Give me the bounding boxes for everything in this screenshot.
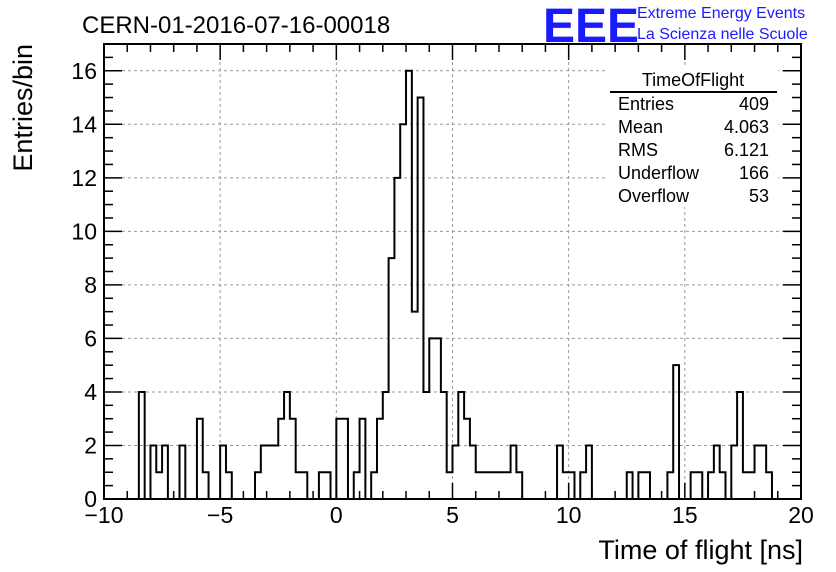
stats-label-overflow: Overflow [618,186,690,206]
y-tick-label: 10 [71,218,97,244]
axis-ticks [103,43,802,500]
x-tick-label: 5 [446,502,459,528]
stats-label-rms: RMS [618,140,658,160]
x-tick-labels: −10 −5 0 5 10 15 20 [84,502,813,528]
x-tick-label: −10 [84,502,123,528]
x-tick-label: −5 [207,502,233,528]
stats-value-entries: 409 [739,94,769,114]
stats-value-rms: 6.121 [724,140,769,160]
eee-logo-line1: Extreme Energy Events [637,5,805,22]
y-tick-label: 16 [71,58,97,84]
y-tick-label: 14 [71,111,97,137]
y-tick-label: 6 [84,325,97,351]
y-tick-label: 2 [84,432,97,458]
eee-logo-text: EEE [543,0,639,53]
eee-logo: EEE Extreme Energy Events La Scienza nel… [543,0,808,53]
y-tick-label: 8 [84,272,97,298]
y-tick-labels: 0 2 4 6 8 10 12 14 16 [71,58,97,512]
y-axis-label: Entries/bin [8,44,38,172]
stats-box-title: TimeOfFlight [642,70,744,90]
chart-title: CERN-01-2016-07-16-00018 [82,12,390,39]
stats-label-entries: Entries [618,94,674,114]
x-axis-label: Time of flight [ns] [598,535,803,565]
stats-value-underflow: 166 [739,163,769,183]
histogram-outline [104,69,778,500]
x-tick-label: 15 [672,502,698,528]
x-tick-label: 10 [556,502,582,528]
y-tick-label: 4 [84,379,97,405]
y-tick-label: 0 [84,486,97,512]
stats-label-mean: Mean [618,117,663,137]
x-tick-label: 20 [788,502,814,528]
stats-box: TimeOfFlight Entries 409 Mean 4.063 RMS … [606,67,778,207]
x-tick-label: 0 [330,502,343,528]
stats-value-overflow: 53 [749,186,769,206]
eee-logo-line2: La Scienza nelle Scuole [637,26,808,43]
stats-label-underflow: Underflow [618,163,700,183]
y-tick-label: 12 [71,165,97,191]
stats-value-mean: 4.063 [724,117,769,137]
